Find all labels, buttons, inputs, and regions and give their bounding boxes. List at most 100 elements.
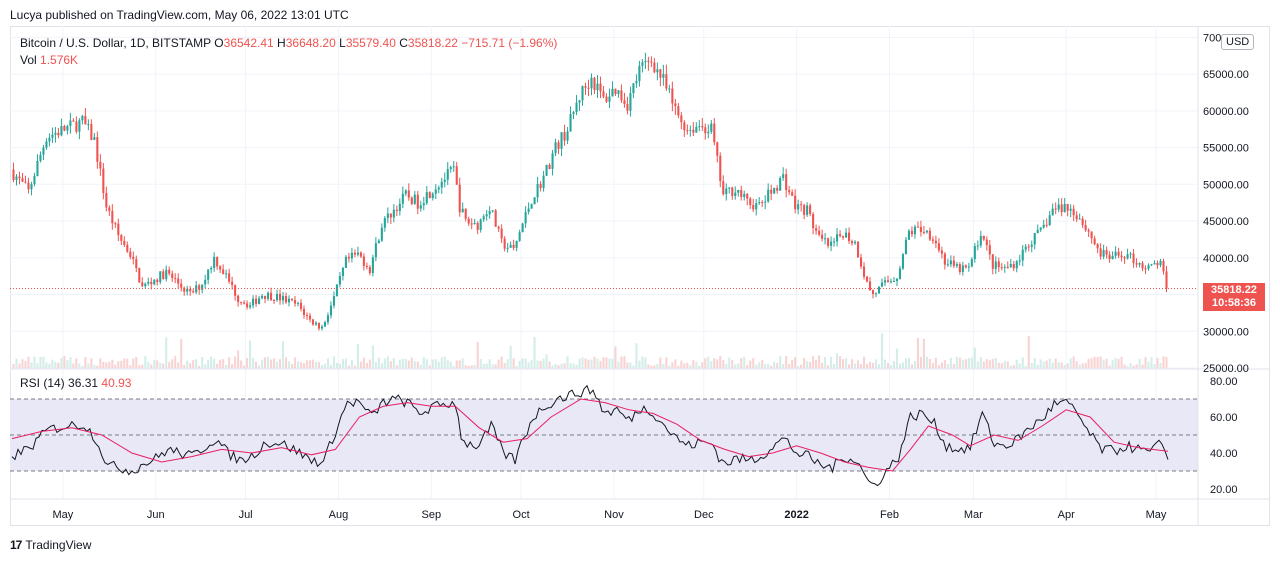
volume-bar xyxy=(566,356,569,368)
candle-body xyxy=(827,238,830,246)
candle-body xyxy=(539,183,542,189)
candle-body xyxy=(1102,250,1105,257)
volume-bar xyxy=(1105,358,1108,368)
volume-bar xyxy=(536,360,539,368)
currency-button[interactable]: USD xyxy=(1221,34,1255,50)
volume-bar xyxy=(644,357,647,368)
candle-body xyxy=(425,192,428,204)
low-label: L xyxy=(339,36,346,50)
volume-bar xyxy=(1075,361,1078,368)
candle-body xyxy=(997,261,1000,268)
symbol-title[interactable]: Bitcoin / U.S. Dollar, 1D, BITSTAMP xyxy=(20,36,211,50)
volume-bar xyxy=(464,365,467,368)
volume-bar xyxy=(743,356,746,368)
candle-body xyxy=(644,60,647,63)
volume-bar xyxy=(731,360,734,368)
volume-bar xyxy=(353,365,356,368)
rsi-ma-line xyxy=(11,398,1169,472)
candle-body xyxy=(15,176,18,180)
candle-body xyxy=(961,265,964,272)
candle-body xyxy=(1138,263,1141,265)
volume-bar xyxy=(503,363,506,368)
candle-body xyxy=(892,280,896,282)
volume-bar xyxy=(45,362,48,368)
volume-bar xyxy=(839,356,842,368)
volume-bar xyxy=(1060,362,1063,368)
volume-bar xyxy=(707,356,710,368)
volume-bar xyxy=(635,343,638,368)
candle-body xyxy=(674,103,677,107)
candle-body xyxy=(117,223,120,236)
candle-body xyxy=(614,88,617,94)
volume-bar xyxy=(964,359,967,368)
volume-bar xyxy=(356,344,359,368)
candle-body xyxy=(479,219,482,230)
candle-body xyxy=(755,203,758,210)
candle-body xyxy=(734,192,737,196)
candle-body xyxy=(392,209,395,218)
candle-body xyxy=(976,245,979,247)
candle-body xyxy=(1126,254,1129,259)
candle-body xyxy=(1042,224,1045,228)
volume-bar xyxy=(608,358,611,368)
candle-body xyxy=(252,298,255,306)
volume-bar xyxy=(51,359,54,368)
volume-bar xyxy=(901,362,905,368)
volume-bar xyxy=(413,361,416,368)
volume-bar xyxy=(75,358,78,368)
candle-body xyxy=(602,91,605,97)
candle-body xyxy=(928,230,931,240)
candle-body xyxy=(132,256,135,260)
volume-bar xyxy=(931,363,934,368)
close-value: 35818.22 xyxy=(407,36,458,50)
volume-bar xyxy=(252,357,255,368)
candle-body xyxy=(27,182,30,190)
volume-bar xyxy=(249,340,252,368)
volume-bar xyxy=(120,360,123,368)
volume-bar xyxy=(907,357,910,368)
volume-bar xyxy=(554,363,557,368)
volume-bar xyxy=(1087,358,1090,368)
volume-bar xyxy=(791,360,794,368)
candle-body xyxy=(1099,248,1102,257)
volume-bar xyxy=(623,356,626,368)
volume-bar xyxy=(833,363,836,368)
candle-body xyxy=(836,234,839,242)
volume-bar xyxy=(770,365,773,368)
time-tick-label: Feb xyxy=(880,509,899,521)
candle-body xyxy=(216,256,219,267)
volume-bar xyxy=(782,364,785,368)
volume-bar xyxy=(620,356,623,368)
rsi-label[interactable]: RSI (14) xyxy=(20,376,65,390)
candle-body xyxy=(1147,265,1150,269)
rsi-tick-label: 40.00 xyxy=(1210,448,1238,460)
volume-label[interactable]: Vol xyxy=(20,53,37,67)
volume-bar xyxy=(296,361,300,368)
candle-body xyxy=(207,269,210,280)
rsi-legend: RSI (14) 36.31 40.93 xyxy=(20,376,131,390)
volume-bar xyxy=(856,360,860,368)
candle-body xyxy=(171,273,174,279)
volume-bar xyxy=(425,359,428,368)
candle-body xyxy=(308,315,312,320)
volume-bar xyxy=(446,360,449,368)
candle-body xyxy=(530,204,533,209)
volume-bar xyxy=(488,359,491,368)
candle-body xyxy=(1039,227,1042,230)
volume-bar xyxy=(557,365,560,368)
volume-bar xyxy=(428,365,431,368)
volume-bar xyxy=(395,365,398,368)
volume-bar xyxy=(1138,358,1141,368)
volume-bar xyxy=(102,362,105,368)
volume-bar xyxy=(135,357,138,368)
tradingview-logo[interactable]: 17 TradingView xyxy=(10,538,91,552)
candle-body xyxy=(818,230,821,235)
volume-bar xyxy=(842,359,845,368)
candle-body xyxy=(785,174,788,191)
candle-body xyxy=(1093,238,1096,245)
candle-body xyxy=(443,179,446,182)
candle-body xyxy=(839,234,842,236)
candle-body xyxy=(183,287,186,292)
volume-bar xyxy=(512,358,515,368)
